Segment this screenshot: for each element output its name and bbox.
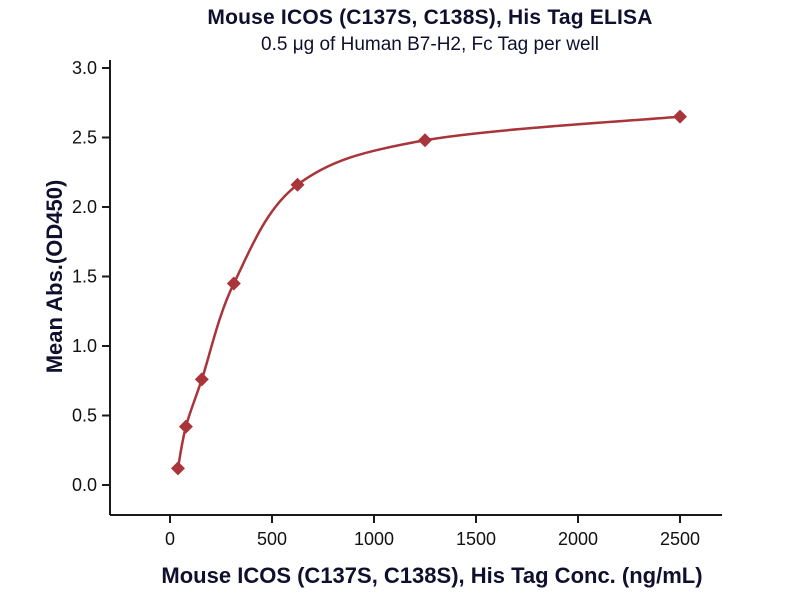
y-tick-label: 3.0 bbox=[72, 58, 97, 78]
data-point-marker bbox=[418, 133, 432, 148]
data-point-marker bbox=[170, 461, 185, 476]
chart-subtitle: 0.5 μg of Human B7-H2, Fc Tag per well bbox=[261, 34, 599, 55]
fit-curve bbox=[176, 115, 682, 470]
chart-title: Mouse ICOS (C137S, C138S), His Tag ELISA bbox=[207, 6, 653, 29]
y-axis-label: Mean Abs.(OD450) bbox=[42, 180, 67, 374]
x-tick-label: 500 bbox=[257, 529, 287, 549]
data-point-marker bbox=[226, 276, 241, 291]
data-point-marker bbox=[178, 419, 193, 434]
data-point-marker bbox=[673, 109, 687, 124]
y-tick-label: 2.5 bbox=[72, 128, 97, 148]
y-tick-label: 1.5 bbox=[72, 267, 97, 287]
y-tick-label: 0.5 bbox=[72, 406, 97, 426]
x-tick-label: 1000 bbox=[354, 529, 394, 549]
data-point-marker bbox=[290, 177, 305, 192]
x-tick-label: 0 bbox=[165, 529, 175, 549]
y-tick-label: 1.0 bbox=[72, 336, 97, 356]
y-tick-label: 2.0 bbox=[72, 197, 97, 217]
x-tick-label: 2500 bbox=[660, 529, 700, 549]
x-tick-label: 1500 bbox=[456, 529, 496, 549]
y-tick-label: 0.0 bbox=[72, 475, 97, 495]
data-point-marker bbox=[194, 372, 209, 387]
x-axis-label: Mouse ICOS (C137S, C138S), His Tag Conc.… bbox=[161, 563, 702, 588]
x-tick-label: 2000 bbox=[558, 529, 598, 549]
